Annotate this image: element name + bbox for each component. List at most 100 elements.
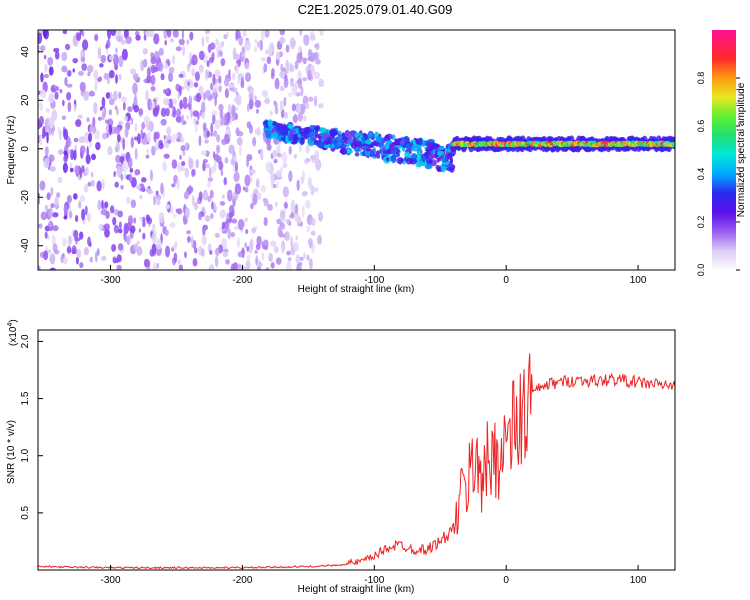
noise-blob — [48, 220, 52, 228]
noise-blob — [291, 39, 297, 46]
noise-blob — [264, 49, 269, 55]
noise-blob — [113, 224, 120, 234]
noise-blob — [246, 103, 250, 113]
noise-blob — [276, 180, 279, 189]
noise-blob — [152, 66, 159, 73]
noise-blob — [143, 58, 148, 68]
noise-blob — [280, 166, 284, 172]
noise-blob — [127, 157, 133, 169]
noise-blob — [100, 54, 107, 64]
band-blob — [319, 127, 327, 133]
noise-blob — [250, 202, 254, 210]
noise-blob — [156, 262, 160, 269]
noise-blob — [135, 34, 141, 41]
noise-blob — [293, 153, 298, 159]
noise-blob — [315, 158, 322, 171]
y-multiplier-exponent: 4 — [7, 323, 14, 327]
noise-blob — [180, 136, 185, 143]
noise-blob — [49, 165, 56, 172]
noise-blob — [313, 52, 319, 60]
noise-blob — [120, 39, 127, 45]
top-ytick-label: 20 — [20, 94, 31, 106]
noise-blob — [150, 56, 157, 65]
noise-blob — [132, 82, 138, 95]
noise-blob — [299, 30, 303, 36]
noise-blob — [67, 70, 72, 77]
band-blob — [427, 142, 432, 149]
noise-blob — [237, 218, 245, 231]
noise-blob — [209, 189, 214, 199]
noise-blob — [238, 263, 242, 270]
band-blob — [365, 146, 371, 152]
bottom-ytick-label: 0.5 — [20, 505, 31, 519]
noise-blob — [228, 204, 235, 214]
noise-blob — [94, 129, 100, 140]
band-blob — [449, 156, 454, 164]
noise-blob — [121, 96, 127, 103]
noise-blob — [153, 33, 160, 45]
noise-blob — [265, 267, 270, 270]
noise-blob — [235, 30, 239, 42]
noise-blob — [287, 257, 292, 262]
noise-blob — [69, 167, 74, 173]
band-blob — [326, 140, 333, 145]
noise-blob — [59, 89, 63, 94]
noise-blob — [141, 138, 148, 146]
noise-blob — [171, 159, 178, 169]
band-blob — [391, 134, 396, 141]
noise-blob — [93, 102, 98, 114]
noise-blob — [118, 121, 122, 126]
noise-blob — [307, 176, 313, 189]
noise-blob — [109, 205, 115, 214]
noise-blob — [271, 174, 276, 180]
noise-blob — [120, 184, 124, 190]
band-blob — [272, 122, 280, 127]
noise-blob — [188, 95, 193, 105]
noise-blob — [48, 207, 53, 219]
noise-blob — [188, 186, 194, 194]
noise-blob — [175, 115, 182, 123]
noise-blob — [172, 244, 177, 250]
noise-blob — [214, 232, 220, 238]
noise-blob — [149, 248, 155, 257]
noise-blob — [240, 77, 245, 89]
noise-blob — [97, 199, 102, 211]
noise-blob — [73, 103, 76, 113]
bottom-ytick-label: 1.5 — [20, 391, 31, 405]
noise-blob — [147, 189, 154, 195]
band-blob — [405, 143, 411, 150]
noise-blob — [172, 30, 179, 38]
snr-frame — [37, 329, 676, 571]
noise-blob — [134, 93, 137, 104]
noise-blob — [318, 78, 325, 88]
noise-blob — [48, 154, 55, 162]
noise-blob — [215, 255, 219, 268]
noise-blob — [256, 108, 259, 114]
noise-blob — [202, 161, 206, 172]
band-blob — [346, 148, 351, 155]
noise-blob — [246, 153, 253, 162]
noise-blob — [173, 213, 176, 218]
band-blob — [447, 153, 454, 157]
band-blob — [426, 157, 433, 165]
band-blob — [300, 139, 304, 146]
noise-blob — [152, 223, 156, 234]
noise-blob — [282, 186, 289, 198]
noise-blob — [307, 48, 313, 58]
noise-blob — [244, 186, 249, 193]
noise-blob — [112, 256, 117, 264]
noise-blob — [244, 242, 247, 248]
noise-blob — [220, 58, 226, 67]
noise-blob — [192, 258, 198, 267]
noise-blob — [160, 73, 165, 81]
band-blob — [410, 144, 419, 152]
noise-blob — [143, 115, 150, 127]
noise-blob — [255, 178, 260, 189]
noise-blob — [72, 68, 75, 73]
noise-blob — [133, 243, 139, 252]
noise-blob — [198, 50, 205, 61]
band-blob — [304, 135, 309, 140]
noise-blob — [249, 238, 254, 251]
noise-blob — [245, 259, 251, 270]
noise-blob — [218, 50, 223, 57]
